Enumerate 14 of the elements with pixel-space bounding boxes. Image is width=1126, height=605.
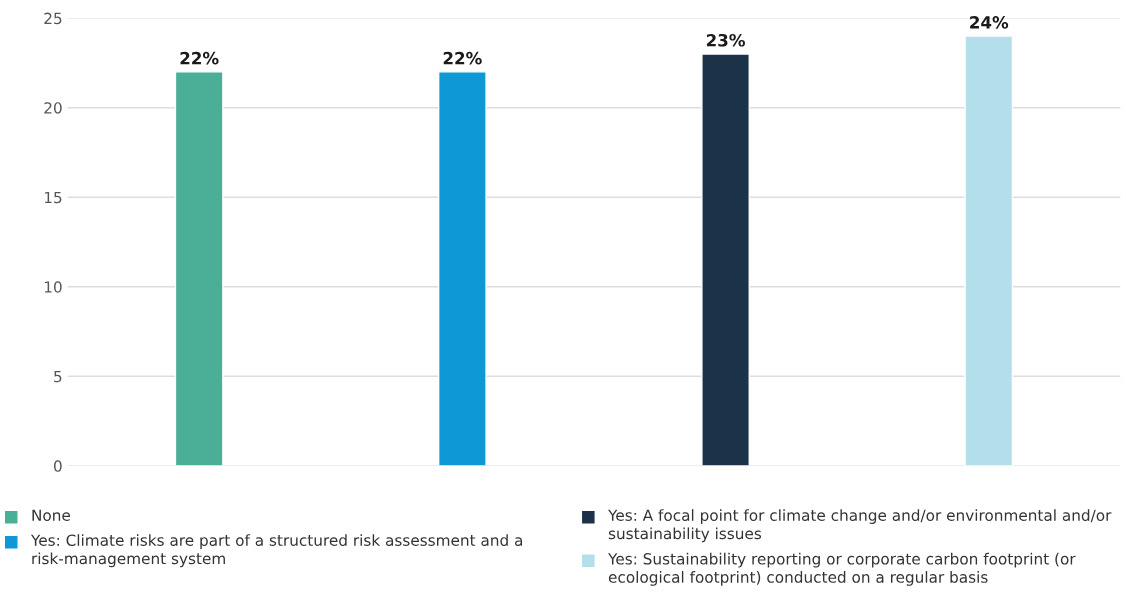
y-tick-label: 15 [44, 191, 62, 204]
data-label: 22% [443, 51, 482, 65]
y-tick-label: 10 [44, 281, 62, 293]
data-label: 23% [706, 33, 745, 47]
legend-label: Yes: Climate risks are part of a structured risk assessment and a risk-management system [30, 534, 523, 568]
y-tick-label: 20 [44, 102, 62, 114]
legend-label: None [32, 509, 71, 521]
data-label: 22% [180, 51, 219, 65]
legend-label: Yes: Sustainability reporting or corporate carbon footprint (or ecological footprint) conducted on a regular basis [608, 552, 1076, 586]
legend-label: Yes: A focal point for climate change and/or environmental and/or sustainability issues [608, 509, 1112, 543]
y-tick-label: 25 [44, 12, 62, 25]
y-tick-label: 0 [53, 460, 62, 472]
y-tick-label: 5 [54, 370, 62, 383]
data-label: 24% [970, 16, 1009, 29]
